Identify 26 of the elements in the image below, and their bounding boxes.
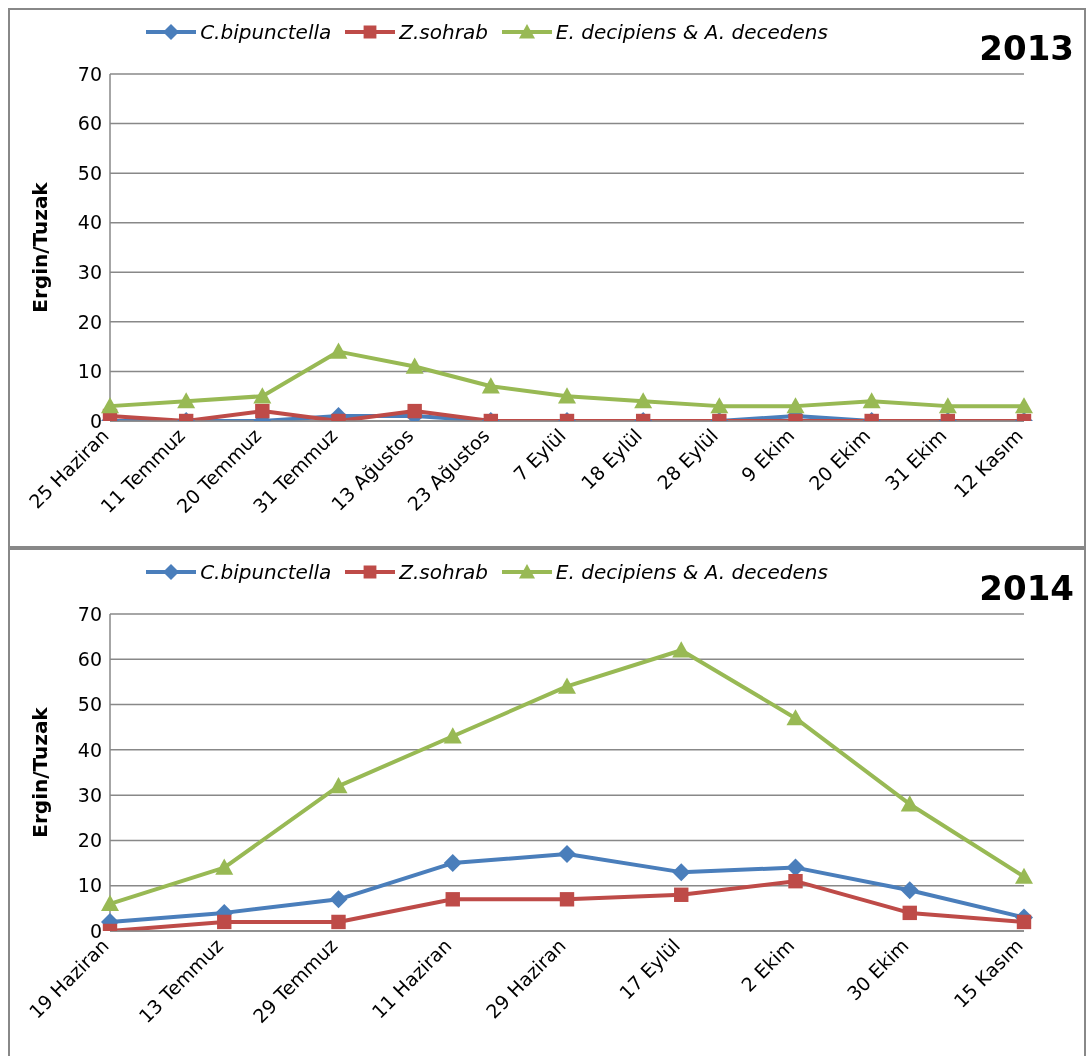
legend-label: C.bipunctella <box>200 560 332 584</box>
y-tick-label: 30 <box>77 783 102 806</box>
y-tick-label: 60 <box>77 648 102 671</box>
legend-label: Z.sohrab <box>399 20 488 44</box>
legend-label: Z.sohrab <box>399 560 488 584</box>
y-axis-title: Ergin/Tuzak <box>28 706 53 838</box>
y-tick-label: 70 <box>77 62 102 85</box>
y-tick-label: 30 <box>77 261 102 284</box>
legend-label: C.bipunctella <box>200 20 332 44</box>
chart-title: 2014 <box>979 568 1074 608</box>
y-tick-label: 40 <box>77 211 102 234</box>
legend-label: E. decipiens & A. decedens <box>555 20 828 44</box>
y-tick-label: 50 <box>77 161 102 184</box>
chart-title: 2013 <box>979 28 1074 68</box>
y-tick-label: 20 <box>77 829 102 852</box>
y-axis-title: Ergin/Tuzak <box>28 181 53 313</box>
y-tick-label: 60 <box>77 112 102 135</box>
legend-label: E. decipiens & A. decedens <box>555 560 828 584</box>
y-tick-label: 40 <box>77 738 102 761</box>
y-tick-label: 10 <box>77 360 102 383</box>
y-tick-label: 0 <box>89 409 102 432</box>
y-tick-label: 70 <box>77 602 102 625</box>
y-tick-label: 50 <box>77 693 102 716</box>
y-tick-label: 20 <box>77 310 102 333</box>
y-tick-label: 0 <box>89 919 102 942</box>
y-tick-label: 10 <box>77 874 102 897</box>
